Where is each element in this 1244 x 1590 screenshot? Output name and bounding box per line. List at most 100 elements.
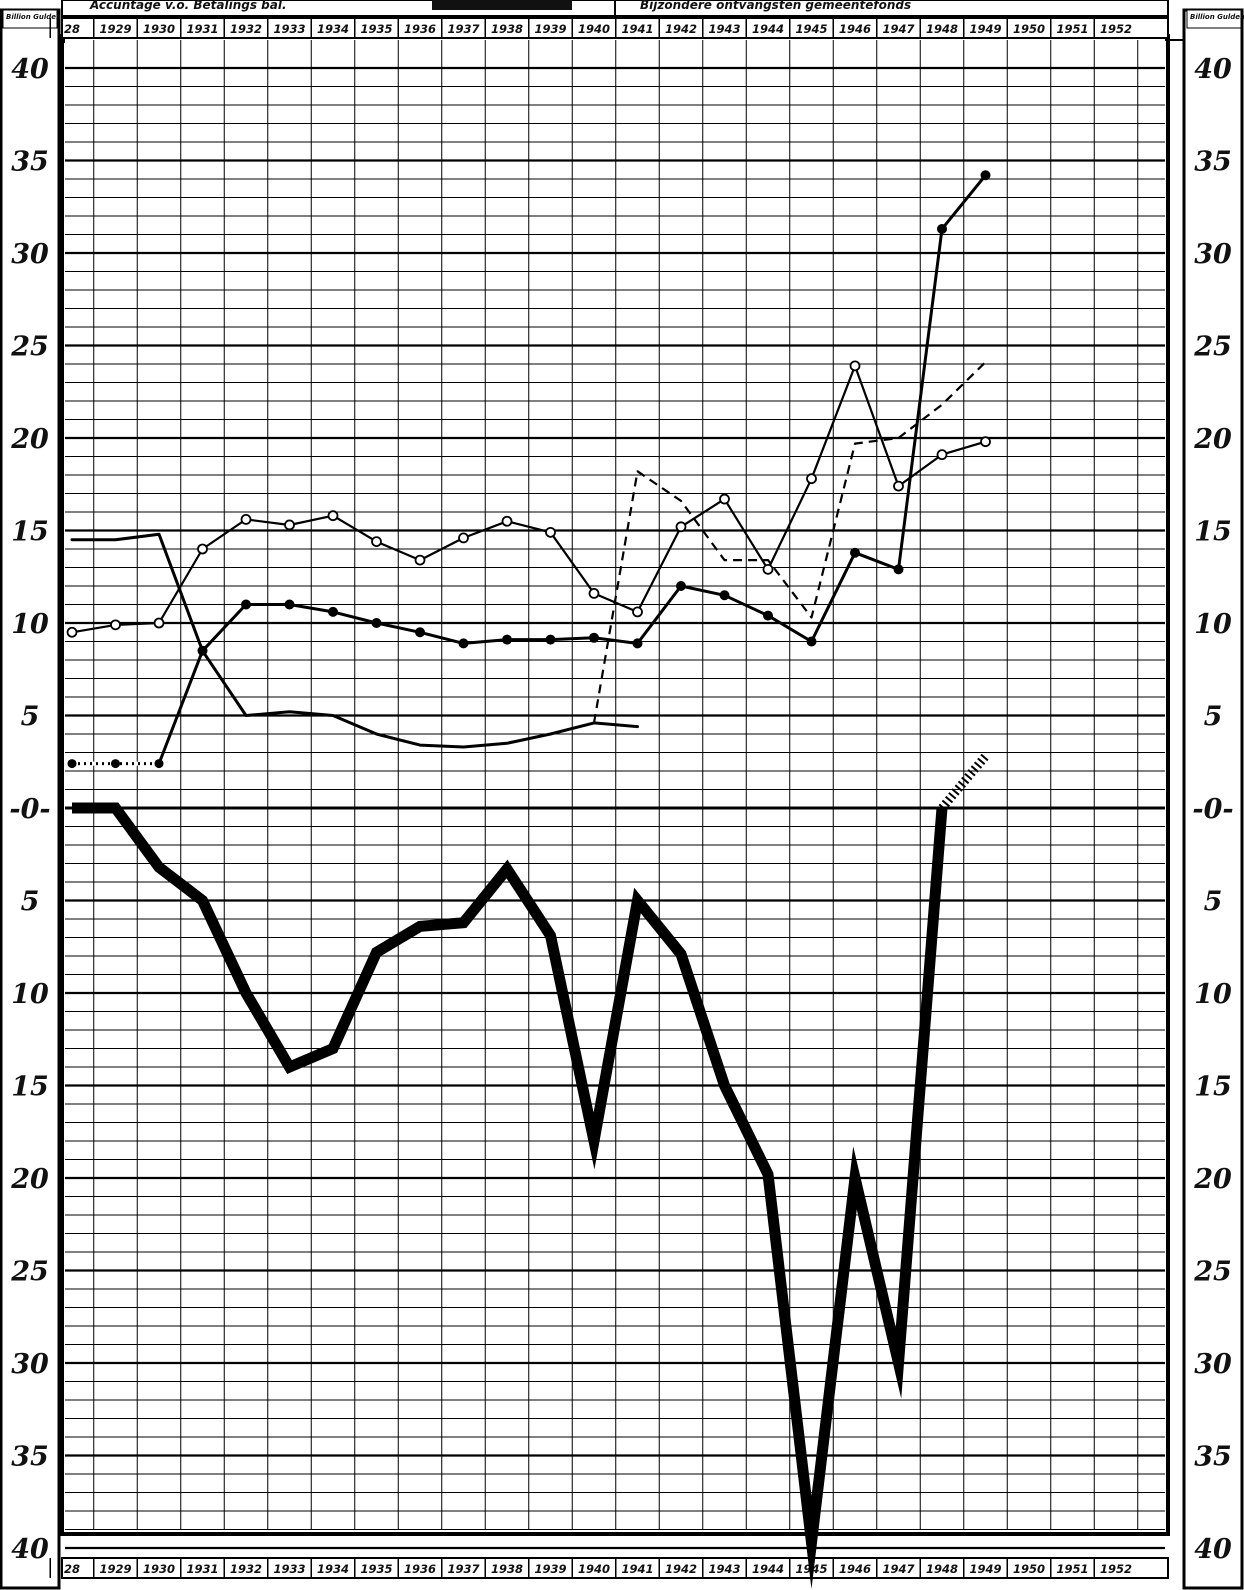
data-point-filled [893, 564, 904, 575]
data-point-open [458, 532, 469, 544]
y-tick-label-left: 5 [21, 702, 40, 733]
x-tick-label: 1945 [795, 22, 827, 36]
data-point-open [545, 526, 556, 538]
x-tick-label: 1943 [708, 22, 740, 36]
data-point-filled [937, 223, 947, 234]
data-point-open [371, 536, 382, 547]
data-point-open [719, 493, 730, 505]
data-point-filled [589, 632, 599, 643]
y-tick-label-left: 10 [11, 979, 49, 1010]
x-tick-label: 1951 [1056, 1562, 1088, 1576]
data-point-filled [632, 638, 643, 649]
y-tick-label-left: 40 [11, 54, 49, 85]
unit-label: Billion Gulden [6, 13, 61, 21]
x-tick-label: 1929 [99, 22, 131, 36]
data-point-open [806, 473, 817, 485]
y-tick-label-left: 15 [11, 517, 49, 548]
x-tick-label: 1935 [360, 22, 392, 36]
x-tick-label: 1941 [621, 22, 653, 36]
y-tick-label-left: 35 [11, 1442, 49, 1473]
series-line-thick-solid [72, 802, 948, 1590]
x-tick-label: 1943 [708, 1562, 740, 1576]
x-tick-label: 1932 [230, 22, 262, 36]
x-tick-label: 1931 [186, 22, 218, 36]
data-point-filled [284, 599, 295, 610]
y-tick-label-right: 35 [1194, 1442, 1232, 1473]
unit-label: Billion Gulden [1190, 13, 1244, 21]
data-point-filled [502, 634, 512, 645]
y-tick-label-right: 5 [1204, 702, 1223, 733]
data-point-open [849, 360, 861, 372]
data-point-open [675, 521, 687, 533]
y-tick-label-right: 30 [1194, 1349, 1232, 1380]
data-point-open [762, 563, 774, 575]
y-tick-label-right: -0- [1192, 794, 1233, 825]
x-tick-label: 1938 [491, 1562, 523, 1576]
y-tick-label-right: 40 [1194, 1534, 1232, 1565]
x-tick-label: 1946 [839, 1562, 871, 1576]
x-tick-label: 1947 [882, 1562, 914, 1576]
x-tick-label: 1949 [969, 22, 1001, 36]
series-line-thin-solid [70, 532, 639, 749]
y-tick-label-left: 30 [11, 1349, 49, 1380]
x-tick-label: 1946 [839, 22, 871, 36]
x-tick-label: 1947 [882, 22, 914, 36]
data-point-open [197, 543, 208, 555]
data-point-open [240, 514, 252, 525]
x-tick-label: 1935 [360, 1562, 392, 1576]
y-tick-label-left: 35 [11, 147, 49, 178]
data-point-filled [197, 645, 208, 656]
data-point-open [632, 606, 643, 618]
x-tick-labels: 28 1929 1930 1931 1932 1933 1934 1935 1936 1937 19… [49, 17, 1169, 1579]
x-tick-label: 1933 [273, 22, 305, 36]
data-point-filled [676, 581, 686, 591]
data-point-filled [458, 638, 469, 649]
data-point-filled [763, 610, 773, 621]
x-tick-label: 1934 [317, 1562, 349, 1576]
series-line-solid-open-circles [70, 364, 987, 634]
y-tick-label-left: 25 [10, 1257, 49, 1288]
grid-lines [65, 40, 1165, 1550]
x-tick-label: 1939 [534, 1562, 566, 1576]
x-tick-label: 1938 [491, 22, 523, 36]
y-tick-label-right: 25 [1193, 332, 1232, 363]
x-tick-label: 1944 [752, 22, 784, 36]
x-tick-label: 1944 [752, 1562, 784, 1576]
y-tick-label-right: 20 [1193, 424, 1232, 455]
y-tick-label-left: 25 [10, 332, 49, 363]
x-tick-label: 28 [64, 1562, 80, 1576]
series-line-solid-filled-circles [70, 173, 987, 766]
header-dark-block [432, 0, 572, 10]
x-tick-label: 1937 [447, 22, 479, 36]
data-point-open [66, 626, 78, 638]
x-tick-label: 1934 [317, 22, 349, 36]
x-tick-label: 1948 [926, 22, 958, 36]
y-tick-label-left: 10 [11, 609, 49, 640]
x-tick-label: 1933 [273, 1562, 305, 1576]
y-tick-label-left: 15 [11, 1072, 49, 1103]
y-tick-label-left: 30 [11, 239, 49, 270]
data-point-open [893, 480, 904, 492]
x-tick-label: 1951 [1056, 22, 1088, 36]
x-tick-label: 1929 [99, 1562, 131, 1576]
data-point-open [284, 519, 295, 531]
y-tick-label-right: 10 [1194, 609, 1232, 640]
x-tick-label: 1941 [621, 1562, 653, 1576]
unit-label-box [1186, 9, 1242, 29]
x-tick-label: 1930 [143, 22, 175, 36]
y-tick-label-right: 25 [1193, 1257, 1232, 1288]
x-tick-label: 1942 [665, 22, 697, 36]
x-tick-label: 1940 [578, 1562, 610, 1576]
x-tick-label: 1952 [1100, 22, 1132, 36]
x-tick-label: 1931 [186, 1562, 218, 1576]
data-point-open [327, 510, 339, 522]
y-tick-label-left: 40 [11, 1534, 49, 1565]
plot-border [60, 34, 1170, 1536]
y-tick-label-right: 15 [1194, 517, 1232, 548]
series-layer [66, 170, 991, 1590]
y-tick-label-left: 20 [10, 424, 49, 455]
x-tick-label: 1950 [1013, 1562, 1045, 1576]
y-tick-label-right: 20 [1193, 1164, 1232, 1195]
